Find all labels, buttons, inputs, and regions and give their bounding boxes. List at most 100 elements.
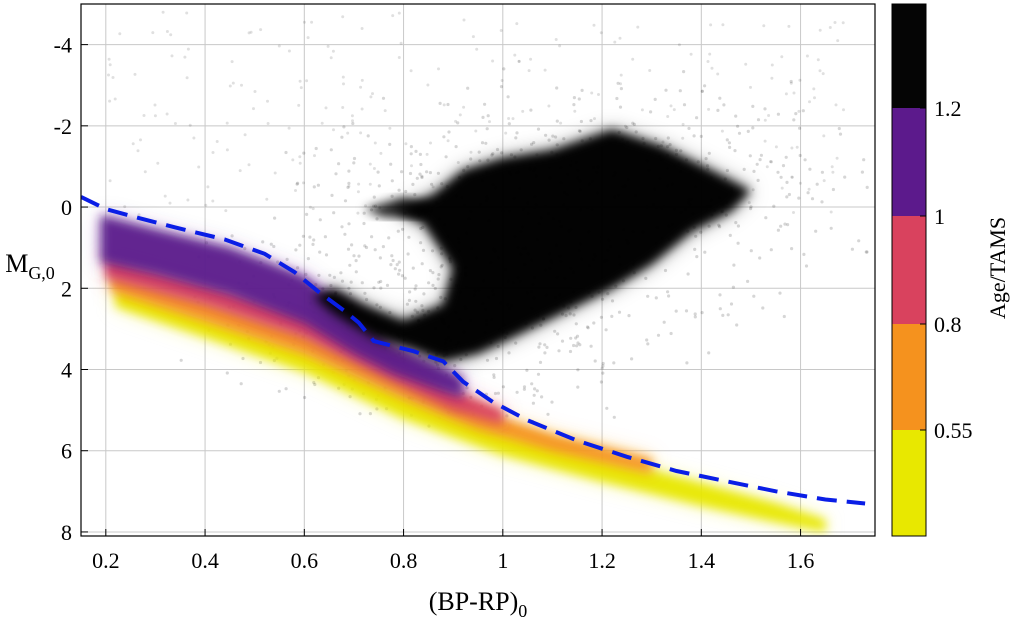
halo-point [365, 297, 369, 302]
halo-point [415, 176, 419, 180]
halo-point [360, 107, 364, 111]
halo-point [107, 57, 111, 61]
halo-point [334, 172, 338, 176]
halo-point [277, 389, 281, 393]
halo-point [375, 407, 379, 411]
halo-point [379, 151, 383, 155]
halo-point [459, 357, 463, 362]
halo-point [546, 412, 550, 416]
colorbar-tick-label-3: 1.2 [934, 96, 962, 121]
halo-point [610, 314, 614, 318]
halo-point [597, 93, 600, 96]
halo-point [572, 103, 576, 107]
halo-point [649, 110, 653, 114]
halo-point [605, 406, 609, 410]
halo-point [763, 118, 767, 122]
halo-point [372, 286, 376, 290]
halo-point [362, 221, 366, 226]
halo-point [462, 18, 466, 22]
halo-point [558, 44, 562, 48]
halo-point [619, 87, 624, 91]
halo-point [418, 152, 422, 156]
halo-point [215, 140, 219, 143]
halo-point [761, 306, 765, 310]
halo-point [311, 242, 315, 246]
halo-point [444, 155, 448, 159]
halo-point [572, 96, 577, 100]
halo-point [407, 235, 411, 239]
halo-point [756, 118, 761, 122]
halo-point [305, 212, 309, 216]
halo-point [543, 351, 547, 355]
halo-point [663, 268, 668, 273]
halo-point [507, 117, 511, 120]
halo-point [153, 114, 157, 118]
halo-point [551, 134, 555, 138]
halo-point [297, 103, 301, 107]
halo-point [641, 136, 645, 141]
halo-point [488, 120, 491, 124]
halo-point [623, 124, 627, 128]
halo-point [575, 344, 579, 348]
halo-point [780, 55, 784, 59]
halo-point [816, 58, 820, 62]
halo-point [496, 344, 500, 349]
colorbar-band-0 [892, 430, 926, 536]
halo-point [485, 358, 490, 362]
halo-point [294, 248, 298, 252]
halo-point [776, 228, 781, 232]
halo-point [631, 121, 635, 125]
halo-point [329, 56, 333, 60]
halo-point [358, 412, 362, 416]
halo-point [574, 305, 578, 310]
halo-point [797, 196, 801, 200]
halo-point [530, 382, 534, 386]
halo-point [317, 273, 321, 277]
x-tick-label-7: 1.6 [787, 548, 815, 573]
halo-point [397, 272, 401, 276]
halo-point [666, 115, 670, 118]
halo-point [554, 38, 558, 41]
halo-point [707, 224, 711, 228]
y-tick-label-6: 8 [61, 520, 72, 545]
halo-point [776, 112, 781, 116]
halo-point [492, 373, 496, 377]
halo-point [707, 107, 711, 111]
x-axis-title-main: (BP-RP) [429, 587, 519, 616]
halo-point [769, 160, 773, 164]
colorbar-title: Age/TAMS [985, 217, 1010, 319]
halo-point [813, 96, 816, 100]
halo-point [865, 185, 869, 189]
halo-point [807, 187, 811, 191]
halo-point [328, 273, 332, 277]
halo-point [131, 142, 135, 146]
halo-point [458, 113, 462, 117]
halo-point [364, 204, 367, 208]
halo-point [529, 57, 533, 61]
halo-point [632, 122, 637, 126]
halo-point [599, 380, 604, 384]
halo-point [339, 271, 343, 275]
giant-branch-cloud [314, 129, 751, 362]
halo-point [360, 27, 364, 30]
halo-point [759, 153, 764, 157]
halo-point [737, 131, 742, 135]
halo-point [428, 171, 432, 175]
halo-point [555, 86, 559, 90]
halo-point [699, 134, 703, 138]
halo-point [648, 69, 652, 72]
halo-point [438, 101, 442, 105]
halo-point [362, 211, 366, 215]
halo-point [356, 211, 360, 215]
halo-point [625, 125, 629, 130]
x-tick-label-3: 0.8 [390, 548, 418, 573]
halo-point [346, 131, 350, 135]
halo-point [517, 59, 521, 63]
halo-point [419, 241, 423, 245]
halo-point [291, 158, 295, 162]
halo-point [436, 171, 440, 175]
halo-point [411, 182, 415, 186]
halo-point [843, 175, 847, 179]
halo-point [695, 116, 699, 120]
halo-point [456, 121, 460, 125]
